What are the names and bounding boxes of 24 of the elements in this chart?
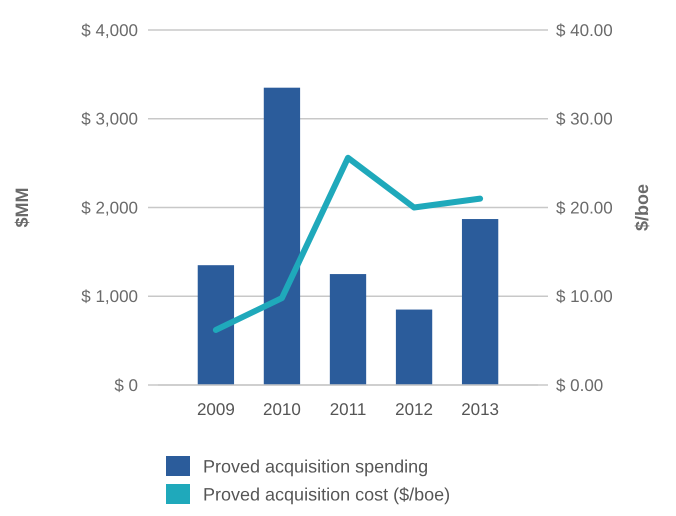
- y2-tick-label: $ 0.00: [556, 376, 604, 395]
- bar: [198, 265, 234, 385]
- x-tick-label: 2011: [330, 400, 366, 419]
- bar: [396, 310, 432, 385]
- bar: [330, 274, 366, 385]
- y-tick-label: $ 0: [114, 376, 138, 395]
- y2-tick-label: $ 10.00: [556, 287, 613, 306]
- bar: [462, 219, 498, 385]
- x-tick-label: 2009: [196, 400, 235, 419]
- y-tick-label: $ 2,000: [81, 198, 138, 218]
- legend-label: Proved acquisition cost ($/boe): [203, 484, 450, 504]
- bar: [264, 88, 300, 385]
- y-tick-label: $ 4,000: [81, 20, 138, 40]
- y-tick-label: $ 3,000: [81, 110, 138, 129]
- y2-tick-label: $ 40.00: [556, 20, 613, 40]
- y2-axis-title: $/boe: [632, 184, 652, 232]
- legend-label: Proved acquisition spending: [203, 456, 428, 476]
- x-tick-label: 2013: [461, 400, 500, 419]
- x-tick-label: 2010: [263, 400, 301, 419]
- x-tick-label: 2012: [395, 400, 433, 419]
- y-tick-label: $ 1,000: [81, 287, 138, 306]
- y-axis-title: $MM: [12, 188, 32, 228]
- y2-tick-label: $ 30.00: [556, 110, 613, 129]
- y2-tick-label: $ 20.00: [556, 198, 613, 218]
